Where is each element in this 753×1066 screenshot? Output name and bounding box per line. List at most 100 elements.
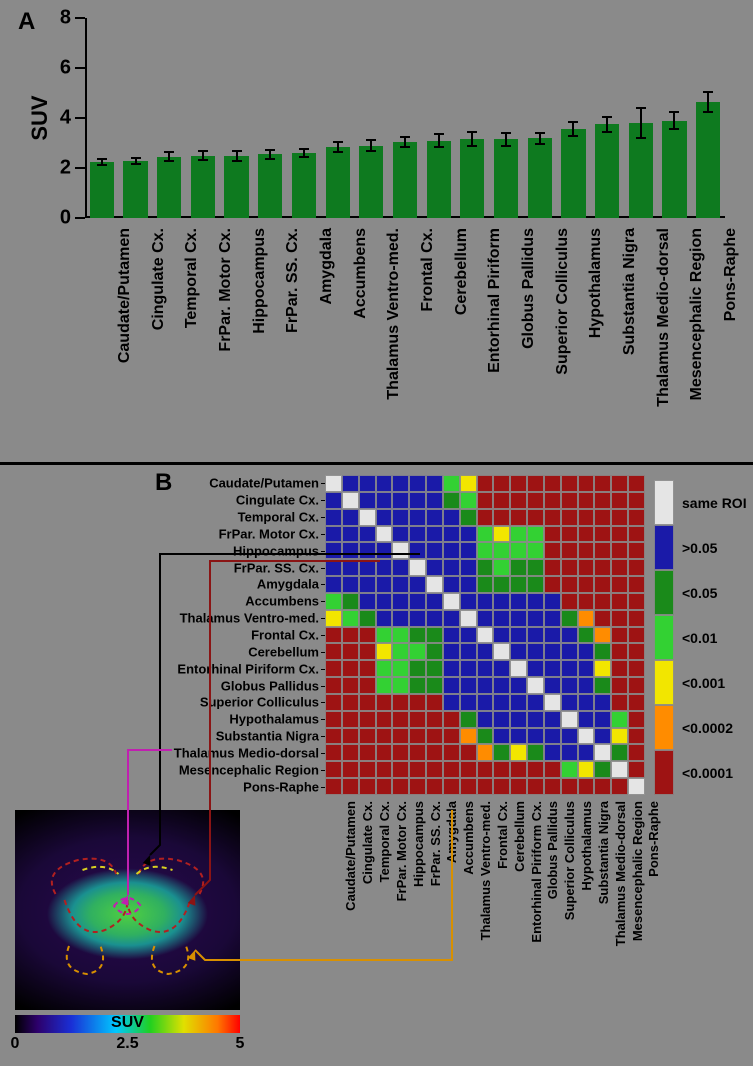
heatmap-cell bbox=[510, 744, 527, 761]
heatmap-cell bbox=[443, 509, 460, 526]
heatmap-cell bbox=[376, 509, 393, 526]
heatmap-cell bbox=[342, 475, 359, 492]
legend-swatch bbox=[654, 705, 674, 750]
heatmap-cell bbox=[426, 711, 443, 728]
heatmap-cell bbox=[628, 627, 645, 644]
bar bbox=[292, 153, 316, 218]
heatmap-cell bbox=[359, 593, 376, 610]
heatmap-cell bbox=[359, 576, 376, 593]
heatmap-cell bbox=[443, 526, 460, 543]
heatmap-cell bbox=[325, 677, 342, 694]
legend-label: <0.01 bbox=[682, 630, 717, 646]
suv-colorbar-title: SUV bbox=[111, 1014, 144, 1032]
category-label: Substantia Nigra bbox=[615, 218, 639, 355]
heatmap-cell bbox=[460, 761, 477, 778]
heatmap-cell bbox=[527, 576, 544, 593]
heatmap-cell bbox=[594, 711, 611, 728]
heatmap-cell bbox=[359, 542, 376, 559]
category-label: Superior Colliculus bbox=[548, 218, 572, 375]
heatmap-cell bbox=[325, 576, 342, 593]
heatmap-cell bbox=[392, 492, 409, 509]
heatmap-cell bbox=[594, 559, 611, 576]
heatmap-cell bbox=[392, 660, 409, 677]
heatmap-cell bbox=[342, 778, 359, 795]
heatmap-cell bbox=[510, 509, 527, 526]
heatmap-cell bbox=[561, 509, 578, 526]
brain-slice-image bbox=[15, 810, 240, 1010]
heatmap-row-label: Temporal Cx. bbox=[238, 510, 325, 525]
category-label: Cingulate Cx. bbox=[144, 218, 168, 330]
heatmap-cell bbox=[409, 643, 426, 660]
heatmap-cell bbox=[493, 559, 510, 576]
heatmap-cell bbox=[561, 711, 578, 728]
category-label: Amygdala bbox=[312, 218, 336, 304]
heatmap-col-label: Thalamus Medio-dorsal bbox=[609, 795, 628, 946]
heatmap-row-tick bbox=[321, 551, 325, 552]
heatmap-cell bbox=[493, 576, 510, 593]
heatmap-cell bbox=[527, 542, 544, 559]
heatmap-cell bbox=[359, 643, 376, 660]
heatmap-cell bbox=[510, 542, 527, 559]
heatmap-cell bbox=[510, 694, 527, 711]
heatmap-row-label: Substantia Nigra bbox=[216, 729, 325, 744]
heatmap-cell bbox=[578, 677, 595, 694]
heatmap-row-tick bbox=[321, 483, 325, 484]
category-label: Cerebellum bbox=[447, 218, 471, 315]
heatmap-cell bbox=[544, 610, 561, 627]
heatmap-cell bbox=[544, 711, 561, 728]
heatmap-cell bbox=[359, 509, 376, 526]
heatmap-cell bbox=[628, 728, 645, 745]
heatmap-cell bbox=[611, 559, 628, 576]
heatmap-cell bbox=[342, 509, 359, 526]
heatmap-cell bbox=[578, 542, 595, 559]
heatmap-cell bbox=[342, 492, 359, 509]
heatmap-cell bbox=[392, 778, 409, 795]
heatmap-cell bbox=[392, 559, 409, 576]
heatmap-cell bbox=[527, 509, 544, 526]
bar bbox=[393, 142, 417, 218]
category-label: Thalamus Medio-dorsal bbox=[649, 218, 673, 407]
heatmap-cell bbox=[477, 694, 494, 711]
heatmap-cell bbox=[477, 475, 494, 492]
heatmap-cell bbox=[561, 643, 578, 660]
heatmap-cell bbox=[325, 475, 342, 492]
heatmap-cell bbox=[426, 593, 443, 610]
heatmap-cell bbox=[342, 761, 359, 778]
heatmap-cell bbox=[443, 761, 460, 778]
legend-swatch bbox=[654, 750, 674, 795]
heatmap-row-label: Mesencephalic Region bbox=[179, 762, 325, 777]
legend-label: <0.05 bbox=[682, 585, 717, 601]
heatmap-cell bbox=[409, 593, 426, 610]
heatmap-cell bbox=[460, 627, 477, 644]
heatmap-cell bbox=[594, 542, 611, 559]
heatmap-cell bbox=[544, 694, 561, 711]
error-cap bbox=[501, 132, 511, 134]
heatmap-cell bbox=[527, 778, 544, 795]
heatmap-cell bbox=[342, 643, 359, 660]
heatmap-cell bbox=[359, 660, 376, 677]
heatmap-cell bbox=[325, 761, 342, 778]
heatmap-cell bbox=[409, 694, 426, 711]
heatmap-cell bbox=[510, 761, 527, 778]
suv-colorbar: SUV 02.55 bbox=[15, 1015, 240, 1033]
heatmap-cell bbox=[443, 492, 460, 509]
heatmap-cell bbox=[359, 761, 376, 778]
heatmap-cell bbox=[493, 778, 510, 795]
heatmap-col-label: FrPar. Motor Cx. bbox=[390, 795, 409, 901]
heatmap-col-label: Cerebellum bbox=[508, 795, 527, 872]
category-label: FrPar. Motor Cx. bbox=[211, 218, 235, 352]
heatmap-row-label: Superior Colliculus bbox=[200, 695, 325, 710]
heatmap-cell bbox=[510, 660, 527, 677]
ytick-label: 2 bbox=[60, 157, 85, 180]
heatmap-cell bbox=[544, 778, 561, 795]
heatmap-cell bbox=[392, 509, 409, 526]
heatmap-cell bbox=[594, 761, 611, 778]
heatmap-cell bbox=[510, 627, 527, 644]
heatmap-cell bbox=[561, 694, 578, 711]
category-label: Hypothalamus bbox=[581, 218, 605, 338]
heatmap-cell bbox=[325, 643, 342, 660]
heatmap-cell bbox=[611, 576, 628, 593]
heatmap-cell bbox=[477, 559, 494, 576]
heatmap-cell bbox=[460, 492, 477, 509]
heatmap-cell bbox=[493, 475, 510, 492]
